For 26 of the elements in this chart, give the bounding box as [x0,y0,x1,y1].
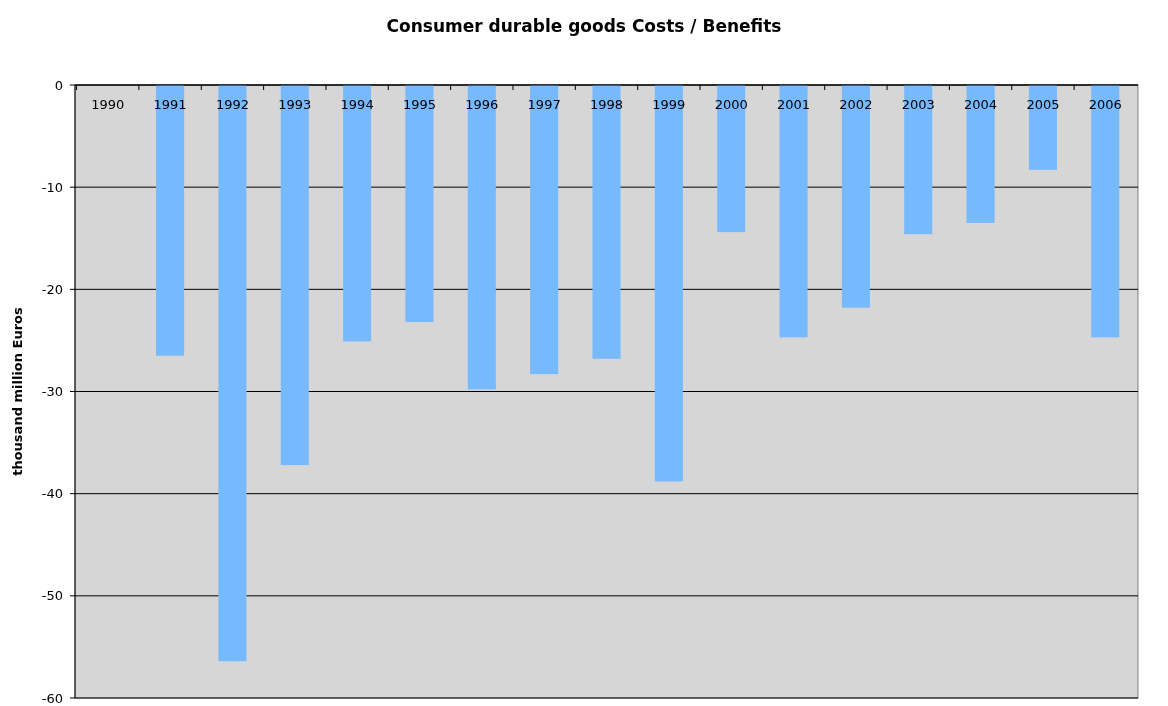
x-tick-label: 1992 [215,97,249,112]
y-tick-label: -50 [41,588,63,604]
x-tick-label: 2006 [1088,97,1122,112]
x-tick-label: 1991 [153,97,187,112]
x-tick-label: 2000 [714,97,748,112]
chart-title: Consumer durable goods Costs / Benefits [386,16,782,36]
x-tick-label: 1999 [652,97,686,112]
y-tick-label: -10 [41,179,63,195]
x-tick-label: 1997 [527,97,561,112]
y-tick-label: -30 [41,384,63,400]
y-tick-label: 0 [54,77,63,93]
x-tick-label: 2004 [964,97,998,112]
y-tick-label: -60 [41,690,63,706]
x-tick-label: 1993 [278,97,312,112]
x-tick-label: 2002 [839,97,873,112]
x-tick-label: 1998 [589,97,624,112]
x-tick-label: 2005 [1026,97,1060,112]
x-tick-label: 2001 [776,97,811,112]
x-tick-label: 1995 [402,97,437,112]
x-tick-label: 1994 [340,97,374,112]
y-tick-label: -40 [41,486,63,502]
x-tick-label: 1996 [465,97,499,112]
x-tick-label: 1990 [91,97,125,112]
y-tick-label: -20 [41,281,63,297]
x-tick-label: 2003 [901,97,935,112]
y-axis-title: thousand million Euros [10,306,25,476]
